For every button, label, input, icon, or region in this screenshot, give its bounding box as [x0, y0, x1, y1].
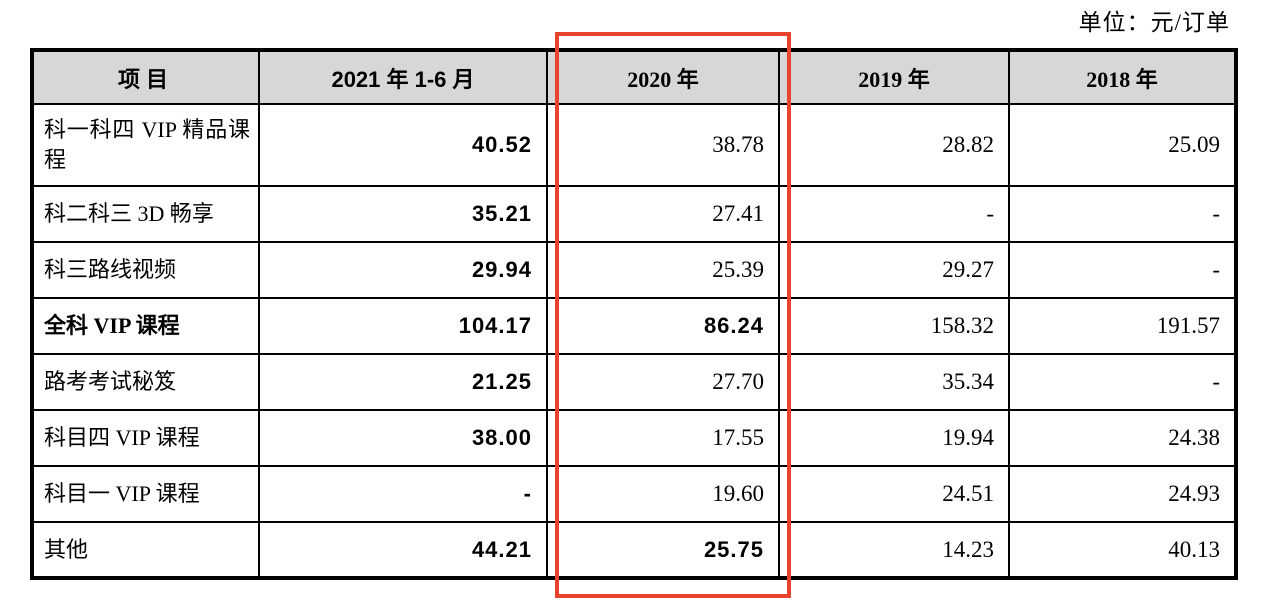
value-cell: -: [1008, 241, 1237, 299]
value-cell: -: [1008, 353, 1237, 411]
value-cell: 35.21: [258, 185, 548, 243]
table-row: 其他 44.21 25.75 14.23 40.13: [31, 521, 1237, 579]
value-cell: 24.93: [1008, 465, 1237, 523]
value-cell: 40.13: [1008, 521, 1237, 579]
price-table: 项目 2021 年 1-6 月 2020 年 2019 年 2018 年 科一科…: [30, 48, 1238, 580]
value-cell: 24.38: [1008, 409, 1237, 467]
table-row: 科目四 VIP 课程 38.00 17.55 19.94 24.38: [31, 409, 1237, 467]
value-cell: 104.17: [258, 297, 548, 355]
item-cell: 路考考试秘笈: [31, 353, 260, 411]
value-cell: 191.57: [1008, 297, 1237, 355]
value-cell: 14.23: [778, 521, 1010, 579]
header-row: 项目 2021 年 1-6 月 2020 年 2019 年 2018 年: [31, 49, 1237, 105]
item-cell: 全科 VIP 课程: [31, 297, 260, 355]
column-header-2018: 2018 年: [1008, 49, 1237, 105]
table-row: 全科 VIP 课程 104.17 86.24 158.32 191.57: [31, 297, 1237, 355]
item-cell: 科二科三 3D 畅享: [31, 185, 260, 243]
value-cell: 29.27: [778, 241, 1010, 299]
value-cell: 35.34: [778, 353, 1010, 411]
value-cell: 86.24: [546, 297, 780, 355]
value-cell: 40.52: [258, 103, 548, 187]
value-cell: 27.70: [546, 353, 780, 411]
value-cell: 158.32: [778, 297, 1010, 355]
value-cell: -: [1008, 185, 1237, 243]
item-cell: 科三路线视频: [31, 241, 260, 299]
value-cell: 25.09: [1008, 103, 1237, 187]
table-row: 路考考试秘笈 21.25 27.70 35.34 -: [31, 353, 1237, 411]
value-cell: 44.21: [258, 521, 548, 579]
value-cell: 21.25: [258, 353, 548, 411]
value-cell: 19.60: [546, 465, 780, 523]
unit-label: 单位：元/订单: [1078, 10, 1230, 35]
value-cell: 28.82: [778, 103, 1010, 187]
column-header-2021: 2021 年 1-6 月: [258, 49, 548, 105]
value-cell: 38.00: [258, 409, 548, 467]
item-cell: 科目四 VIP 课程: [31, 409, 260, 467]
value-cell: 38.78: [546, 103, 780, 187]
item-cell: 科一科四 VIP 精品课程: [31, 103, 260, 187]
column-header-2020: 2020 年: [546, 49, 780, 105]
value-cell: 25.39: [546, 241, 780, 299]
value-cell: 17.55: [546, 409, 780, 467]
column-header-2019: 2019 年: [778, 49, 1010, 105]
item-cell: 其他: [31, 521, 260, 579]
value-cell: 25.75: [546, 521, 780, 579]
column-header-item: 项目: [31, 49, 260, 105]
table-row: 科目一 VIP 课程 - 19.60 24.51 24.93: [31, 465, 1237, 523]
value-cell: -: [778, 185, 1010, 243]
value-cell: 27.41: [546, 185, 780, 243]
table-row: 科一科四 VIP 精品课程 40.52 38.78 28.82 25.09: [31, 103, 1237, 187]
value-cell: 24.51: [778, 465, 1010, 523]
value-cell: 29.94: [258, 241, 548, 299]
item-cell: 科目一 VIP 课程: [31, 465, 260, 523]
value-cell: -: [258, 465, 548, 523]
table-row: 科三路线视频 29.94 25.39 29.27 -: [31, 241, 1237, 299]
table-row: 科二科三 3D 畅享 35.21 27.41 - -: [31, 185, 1237, 243]
value-cell: 19.94: [778, 409, 1010, 467]
